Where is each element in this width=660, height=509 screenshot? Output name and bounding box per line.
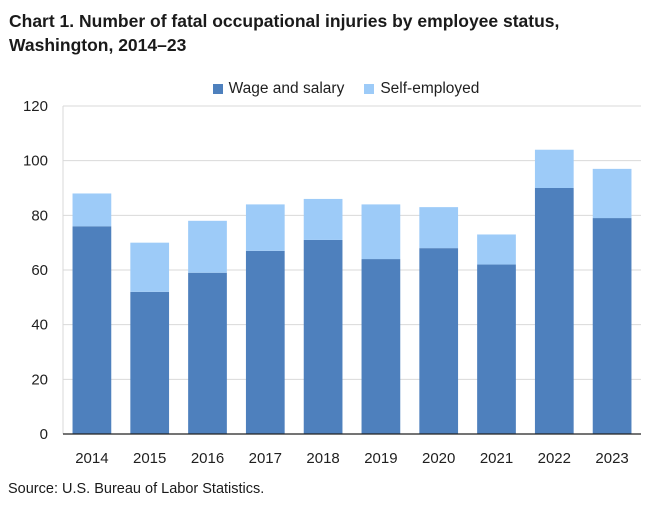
bar-wage-and-salary-2022 [534,188,574,434]
legend-label-self-employed: Self-employed [380,80,480,97]
bar-self-employed-2014 [72,193,112,227]
legend-item-self-employed: Self-employed [364,80,479,98]
y-tick-label-80: 80 [31,207,48,224]
x-tick-label-2016: 2016 [191,450,224,467]
legend-label-wage-and-salary: Wage and salary [228,80,345,97]
bar-self-employed-2016 [188,220,227,273]
chart-title: Chart 1. Number of fatal occupational in… [9,9,649,57]
x-tick-label-2018: 2018 [306,450,339,467]
bar-wage-and-salary-2018 [303,239,343,434]
chart-title-line-2: Washington, 2014–23 [9,35,187,55]
legend-item-wage-and-salary: Wage and salary [212,80,345,98]
y-tick-label-40: 40 [31,317,48,334]
bar-wage-and-salary-2016 [188,272,227,434]
bar-self-employed-2019 [361,204,401,260]
bar-wage-and-salary-2015 [130,291,170,434]
y-tick-label-20: 20 [31,371,48,388]
bar-self-employed-2015 [130,242,170,292]
x-tick-label-2023: 2023 [595,450,628,467]
y-tick-label-100: 100 [23,153,48,170]
bar-self-employed-2017 [245,204,285,251]
bar-wage-and-salary-2014 [72,226,112,434]
x-tick-label-2019: 2019 [364,450,397,467]
bar-wage-and-salary-2023 [592,218,632,434]
bar-wage-and-salary-2021 [477,264,516,434]
bar-self-employed-2023 [592,168,632,219]
bar-self-employed-2018 [303,198,343,240]
bar-self-employed-2022 [534,149,574,188]
x-tick-label-2022: 2022 [538,450,571,467]
chart-legend: Wage and salary Self-employed [0,80,660,98]
bar-wage-and-salary-2019 [361,259,401,434]
bar-self-employed-2021 [477,234,516,265]
y-tick-label-60: 60 [31,262,48,279]
bar-wage-and-salary-2017 [245,250,285,434]
chart-title-line-1: Chart 1. Number of fatal occupational in… [9,11,560,31]
y-tick-label-120: 120 [23,98,48,115]
x-tick-label-2017: 2017 [249,450,282,467]
y-tick-label-0: 0 [40,426,48,443]
bar-self-employed-2020 [419,207,459,249]
x-tick-label-2015: 2015 [133,450,166,467]
source-note: Source: U.S. Bureau of Labor Statistics. [8,481,265,497]
legend-swatch-self-employed [364,84,375,94]
legend-swatch-wage-and-salary [212,84,223,94]
x-tick-label-2014: 2014 [75,450,108,467]
bar-wage-and-salary-2020 [419,248,459,434]
x-tick-label-2021: 2021 [480,450,513,467]
x-tick-label-2020: 2020 [422,450,455,467]
